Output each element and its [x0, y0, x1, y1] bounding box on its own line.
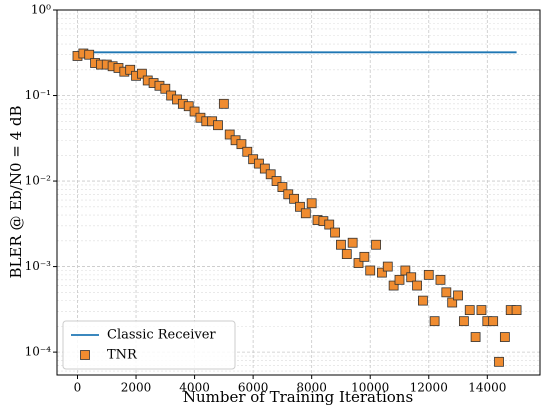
marker — [499, 332, 510, 342]
x-tick-label: 4000 — [179, 381, 210, 395]
marker — [189, 106, 200, 117]
marker — [125, 64, 136, 75]
marker — [406, 272, 417, 283]
marker — [254, 158, 264, 169]
marker — [365, 265, 376, 276]
marker — [412, 280, 422, 291]
y-axis-label: BLER @ Eb/N0 = 4 dB — [7, 105, 25, 278]
marker — [377, 267, 387, 278]
marker — [136, 68, 147, 79]
x-tick-label: 2000 — [121, 381, 152, 395]
marker — [324, 219, 335, 230]
plot-frame — [56, 9, 541, 376]
marker — [423, 269, 434, 280]
marker — [224, 129, 235, 140]
x-tick-label: 0 — [74, 381, 82, 395]
x-tick-label: 14000 — [468, 381, 506, 395]
y-tick-label: 10⁻⁴ — [25, 345, 52, 359]
marker — [458, 316, 469, 327]
marker — [418, 295, 428, 306]
marker — [218, 98, 229, 109]
marker — [289, 193, 300, 204]
y-tick-label: 10⁻² — [25, 174, 52, 188]
legend-box — [62, 320, 236, 370]
marker — [300, 208, 311, 219]
marker — [511, 305, 522, 315]
marker — [476, 305, 487, 315]
marker — [488, 316, 499, 327]
marker — [236, 139, 247, 150]
marker — [447, 297, 458, 308]
marker — [371, 239, 381, 250]
y-tick-label: 10⁻³ — [25, 259, 52, 273]
y-tick-label: 10⁻¹ — [25, 88, 51, 102]
marker — [347, 237, 358, 248]
marker — [429, 316, 440, 327]
legend-label: TNR — [107, 348, 138, 363]
x-tick-label: 12000 — [410, 381, 448, 395]
x-tick-label: 10000 — [351, 381, 389, 395]
marker — [394, 274, 405, 285]
marker — [160, 83, 171, 94]
marker — [271, 176, 282, 186]
y-tick-label: 10⁰ — [31, 3, 51, 17]
marker — [441, 287, 452, 298]
marker — [330, 227, 340, 238]
legend-swatch — [80, 350, 90, 360]
marker — [453, 290, 463, 301]
marker — [494, 356, 504, 367]
marker — [213, 120, 223, 131]
marker — [295, 201, 305, 212]
marker — [336, 239, 346, 250]
legend-label: Classic Receiver — [107, 328, 216, 343]
x-axis-label: Number of Training Iterations — [183, 388, 413, 406]
marker — [470, 332, 481, 342]
marker — [435, 274, 446, 285]
marker — [464, 305, 475, 315]
marker — [353, 258, 364, 268]
marker — [242, 146, 253, 157]
marker — [341, 249, 352, 259]
marker — [84, 49, 95, 60]
x-tick-label: 8000 — [296, 381, 327, 395]
marker — [382, 261, 393, 272]
marker — [306, 198, 317, 209]
marker — [259, 163, 270, 174]
marker — [400, 265, 411, 276]
marker — [277, 182, 288, 192]
marker — [265, 169, 276, 180]
marker — [388, 280, 399, 291]
marker — [359, 251, 370, 262]
marker — [183, 101, 194, 112]
x-tick-label: 6000 — [238, 381, 269, 395]
